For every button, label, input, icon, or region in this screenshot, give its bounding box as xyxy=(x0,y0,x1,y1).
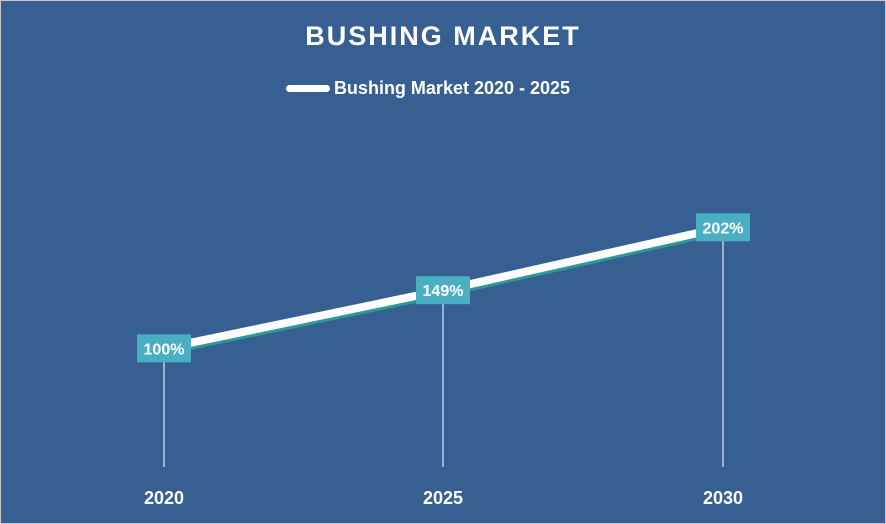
chart-title: BUSHING MARKET xyxy=(305,21,581,51)
x-tick-label-2020: 2020 xyxy=(144,488,184,508)
data-label-2030: 202% xyxy=(703,220,744,237)
x-tick-label-2025: 2025 xyxy=(423,488,463,508)
legend-swatch xyxy=(285,85,330,92)
data-label-2020: 100% xyxy=(144,341,185,358)
legend: Bushing Market 2020 - 2025 xyxy=(1,78,885,99)
x-tick-label-2030: 2030 xyxy=(703,488,743,508)
data-label-box-2025 xyxy=(416,276,470,305)
data-label-2025: 149% xyxy=(423,283,464,300)
data-label-box-2020 xyxy=(137,334,191,363)
data-label-box-2030 xyxy=(696,213,750,242)
legend-label: Bushing Market 2020 - 2025 xyxy=(333,78,571,98)
